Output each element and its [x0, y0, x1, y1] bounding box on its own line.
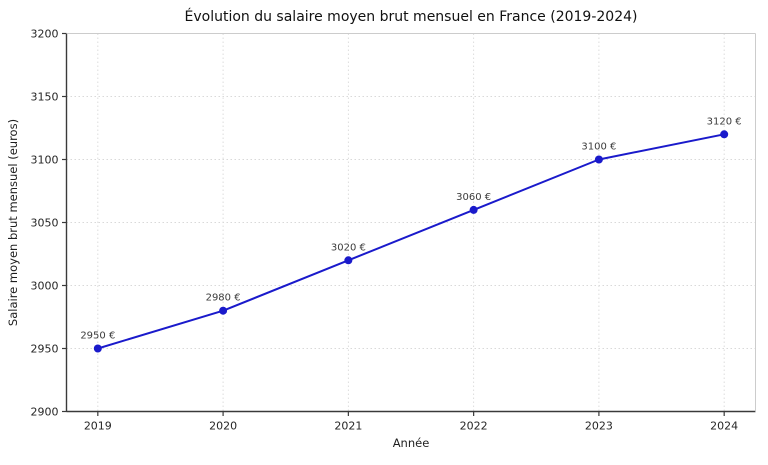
x-tick-label: 2021 — [334, 420, 362, 433]
tick-labels: 2900 2950 3000 3050 3100 3150 3200 2019 2020 2021… — [31, 28, 739, 433]
y-axis-label: Salaire moyen brut mensuel (euros) — [6, 119, 20, 326]
data-point-marker — [720, 130, 729, 139]
y-tick-label: 3000 — [31, 280, 59, 293]
data-point-marker — [219, 306, 228, 315]
y-tick-label: 2900 — [31, 406, 59, 419]
data-point-marker — [344, 256, 353, 265]
data-point-label: 2980 € — [206, 293, 241, 304]
x-tick-label: 2020 — [209, 420, 237, 433]
data-point-label: 3060 € — [456, 192, 491, 203]
y-tick-label: 3150 — [31, 91, 59, 104]
data-series — [93, 130, 729, 353]
data-point-label: 2950 € — [80, 331, 115, 342]
y-tick-label: 2950 — [31, 343, 59, 356]
data-point-label: 3020 € — [331, 242, 366, 253]
x-tick-label: 2024 — [710, 420, 738, 433]
tick-marks — [62, 32, 725, 416]
data-point-marker — [93, 344, 102, 353]
x-tick-label: 2022 — [460, 420, 488, 433]
chart-title: Évolution du salaire moyen brut mensuel … — [185, 8, 638, 25]
x-axis-label: Année — [393, 436, 430, 450]
y-tick-label: 3200 — [31, 28, 59, 41]
data-point-marker — [594, 155, 603, 164]
x-tick-label: 2023 — [585, 420, 613, 433]
salary-line — [97, 133, 725, 350]
y-tick-label: 3100 — [31, 154, 59, 167]
data-point-label: 3120 € — [707, 116, 742, 127]
data-point-label: 3100 € — [581, 142, 616, 153]
grid-layer — [66, 33, 756, 412]
x-tick-label: 2019 — [84, 420, 112, 433]
data-point-marker — [469, 205, 478, 214]
data-point-labels: 2950 € 2980 € 3020 € 3060 € 3100 € 3120 € — [80, 116, 741, 341]
y-tick-label: 3050 — [31, 217, 59, 230]
